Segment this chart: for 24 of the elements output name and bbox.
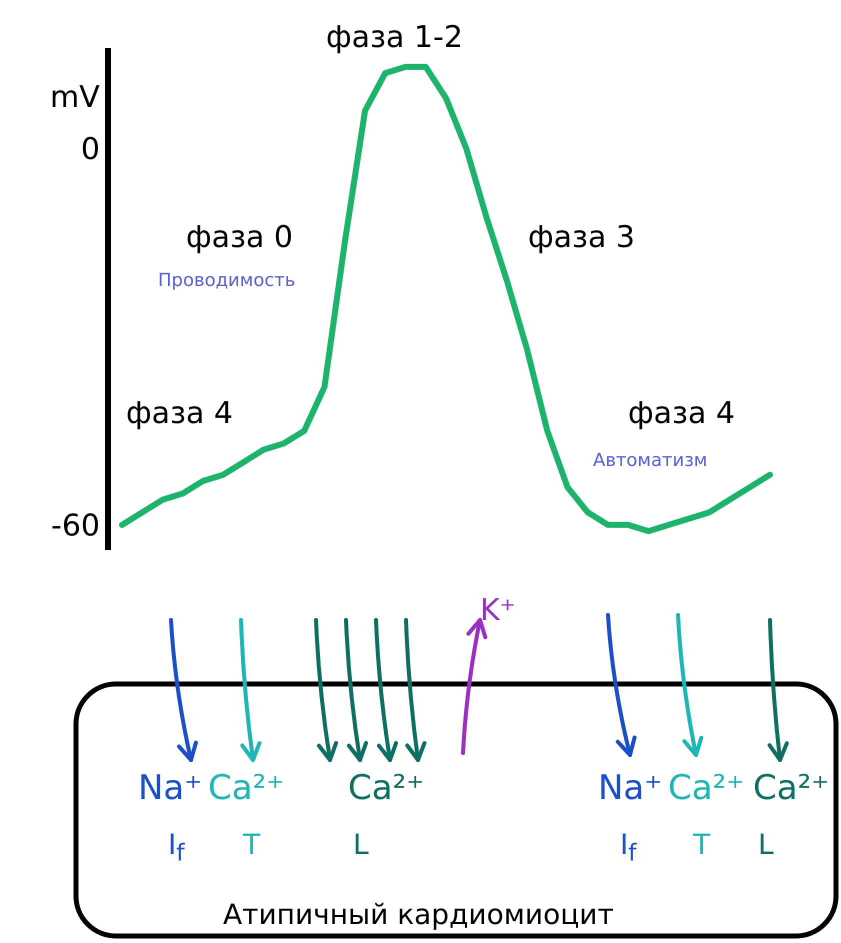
y-tick-label: 0 (80, 132, 100, 168)
text: Ca²⁺ (753, 768, 830, 808)
text: Ca²⁺ (348, 768, 424, 808)
text: Ca²⁺ (208, 768, 284, 808)
text: Na⁺ (138, 768, 202, 808)
text: Na⁺ (598, 768, 662, 808)
text: I$_{f}$ (168, 828, 184, 867)
y-axis-title: mV (50, 80, 101, 115)
annotation: фаза 4 (628, 396, 735, 431)
text: L (353, 828, 369, 861)
y-tick-label: -60 (51, 508, 100, 544)
annotation: Автоматизм (593, 450, 708, 471)
text: Атипичный кардиомиоцит (223, 898, 614, 931)
annotation: фаза 0 (186, 220, 293, 255)
text: T (693, 828, 710, 861)
text: I$_{f}$ (620, 828, 636, 867)
text: T (243, 828, 260, 861)
text: Ca²⁺ (668, 768, 744, 808)
text: L (758, 828, 774, 861)
text: K⁺ (480, 593, 516, 628)
annotation: фаза 4 (126, 396, 233, 431)
annotation: Проводимость (158, 270, 296, 291)
annotation: фаза 1-2 (326, 20, 463, 55)
annotation: фаза 3 (528, 220, 635, 255)
